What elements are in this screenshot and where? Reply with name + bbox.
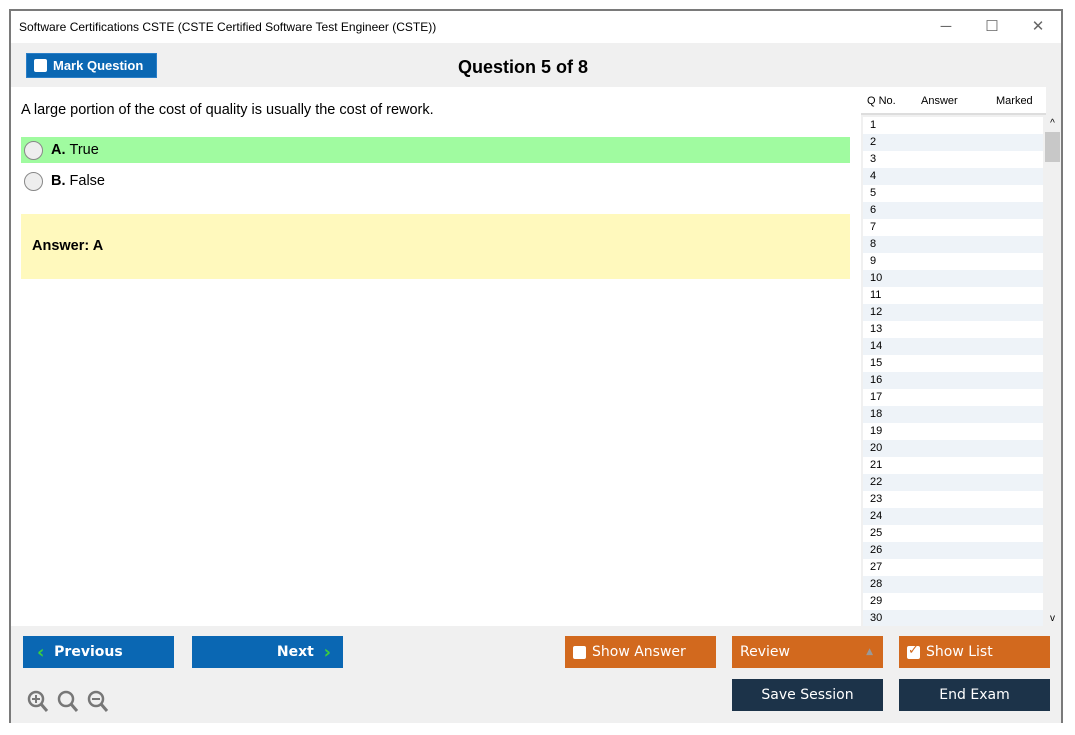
review-label: Review xyxy=(740,644,790,660)
scroll-down-icon[interactable]: v xyxy=(1050,613,1055,624)
list-row[interactable]: 7 xyxy=(863,219,1043,236)
toolbar: Mark Question Question 5 of 8 xyxy=(11,43,1061,87)
list-row[interactable]: 13 xyxy=(863,321,1043,338)
chevron-right-icon: › xyxy=(323,641,331,663)
question-list-panel: Q No. Answer Marked 1 2 3 4 5 6 7 8 9 10 11 12 13 14 1… xyxy=(861,87,1061,627)
option-b[interactable]: B. False xyxy=(21,168,850,194)
list-row[interactable]: 28 xyxy=(863,576,1043,593)
review-dropdown[interactable]: Review ▲ xyxy=(732,636,883,668)
list-row[interactable]: 11 xyxy=(863,287,1043,304)
window-title: Software Certifications CSTE (CSTE Certi… xyxy=(19,20,437,34)
list-row[interactable]: 10 xyxy=(863,270,1043,287)
show-answer-label: Show Answer xyxy=(592,644,686,660)
bottom-bar: ‹ Previous Next › Show Answer Review ▲ ✓ S… xyxy=(11,626,1061,723)
checkbox-checked-icon[interactable]: ✓ xyxy=(907,642,920,659)
zoom-out-icon[interactable] xyxy=(87,690,109,714)
list-row[interactable]: 3 xyxy=(863,151,1043,168)
minimize-button[interactable]: ─ xyxy=(940,18,952,35)
close-button[interactable]: ✕ xyxy=(1031,18,1045,35)
list-row[interactable]: 24 xyxy=(863,508,1043,525)
checkbox-icon xyxy=(34,59,47,72)
list-row[interactable]: 20 xyxy=(863,440,1043,457)
list-row[interactable]: 12 xyxy=(863,304,1043,321)
checkbox-icon[interactable] xyxy=(573,645,586,659)
previous-label: Previous xyxy=(54,644,123,660)
list-row[interactable]: 1 xyxy=(863,117,1043,134)
end-exam-button[interactable]: End Exam xyxy=(899,679,1050,711)
list-row[interactable]: 25 xyxy=(863,525,1043,542)
save-session-button[interactable]: Save Session xyxy=(732,679,883,711)
header-qno[interactable]: Q No. xyxy=(867,95,896,107)
list-row[interactable]: 26 xyxy=(863,542,1043,559)
scrollbar[interactable]: ^ v xyxy=(1044,117,1061,626)
list-row[interactable]: 29 xyxy=(863,593,1043,610)
list-row[interactable]: 21 xyxy=(863,457,1043,474)
option-a[interactable]: A. True xyxy=(21,137,850,163)
scrollbar-thumb[interactable] xyxy=(1045,132,1060,162)
list-row[interactable]: 4 xyxy=(863,168,1043,185)
show-answer-button[interactable]: Show Answer xyxy=(565,636,716,668)
header-answer[interactable]: Answer xyxy=(921,95,958,107)
question-text: A large portion of the cost of quality i… xyxy=(21,102,434,118)
radio-icon[interactable] xyxy=(24,140,43,160)
list-row[interactable]: 22 xyxy=(863,474,1043,491)
mark-question-button[interactable]: Mark Question xyxy=(26,53,157,78)
question-title: Question 5 of 8 xyxy=(457,57,589,77)
app-window: Software Certifications CSTE (CSTE Certi… xyxy=(9,9,1063,723)
chevron-left-icon: ‹ xyxy=(37,641,45,663)
list-row[interactable]: 8 xyxy=(863,236,1043,253)
option-letter: A. xyxy=(51,142,66,158)
list-row[interactable]: 23 xyxy=(863,491,1043,508)
list-row[interactable]: 9 xyxy=(863,253,1043,270)
caret-up-icon: ▲ xyxy=(866,647,873,657)
zoom-in-icon[interactable] xyxy=(27,690,49,714)
list-row[interactable]: 27 xyxy=(863,559,1043,576)
show-list-label: Show List xyxy=(926,644,993,660)
question-list: 1 2 3 4 5 6 7 8 9 10 11 12 13 14 15 16 17 18 19 20 21 22 23 24 2… xyxy=(863,117,1043,627)
list-row[interactable]: 6 xyxy=(863,202,1043,219)
option-text: False xyxy=(69,173,105,189)
option-letter: B. xyxy=(51,173,66,189)
list-row[interactable]: 2 xyxy=(863,134,1043,151)
option-text: True xyxy=(69,142,99,158)
list-row[interactable]: 5 xyxy=(863,185,1043,202)
next-button[interactable]: Next › xyxy=(192,636,343,668)
show-list-button[interactable]: ✓ Show List xyxy=(899,636,1050,668)
zoom-reset-icon[interactable] xyxy=(57,690,79,714)
list-row[interactable]: 18 xyxy=(863,406,1043,423)
title-bar: Software Certifications CSTE (CSTE Certi… xyxy=(11,11,1061,43)
list-row[interactable]: 15 xyxy=(863,355,1043,372)
list-row[interactable]: 30 xyxy=(863,610,1043,627)
header-marked[interactable]: Marked xyxy=(996,95,1033,107)
list-row[interactable]: 17 xyxy=(863,389,1043,406)
radio-icon[interactable] xyxy=(24,171,43,191)
list-row[interactable]: 14 xyxy=(863,338,1043,355)
maximize-button[interactable]: ☐ xyxy=(985,18,999,35)
list-row[interactable]: 19 xyxy=(863,423,1043,440)
list-header: Q No. Answer Marked xyxy=(861,87,1046,115)
answer-box: Answer: A xyxy=(21,214,850,279)
list-row[interactable]: 16 xyxy=(863,372,1043,389)
scroll-up-icon[interactable]: ^ xyxy=(1050,118,1055,129)
question-area: A large portion of the cost of quality i… xyxy=(11,87,861,626)
previous-button[interactable]: ‹ Previous xyxy=(23,636,174,668)
next-label: Next xyxy=(276,644,314,660)
mark-question-label: Mark Question xyxy=(53,58,144,73)
